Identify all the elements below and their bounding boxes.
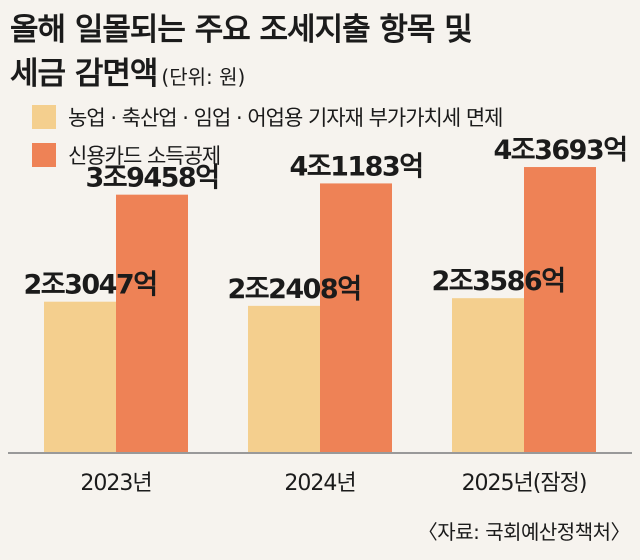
legend-label-series-2: 신용카드 소득공제: [68, 144, 221, 168]
x-tick-label-2: 2024년: [284, 471, 355, 496]
data-label-1-series-2: 3조9458억: [85, 163, 218, 194]
unit-label: (단위: 원): [161, 65, 246, 89]
legend-swatch-series-1: [32, 105, 56, 129]
legend-item-series-1: 농업 · 축산업 · 임업 · 어업용 기자재 부가가치세 면제: [32, 98, 504, 136]
data-label-3-series-2: 4조3693억: [493, 135, 626, 166]
bar-1-series-2: [116, 194, 188, 452]
bar-1-series-1: [44, 301, 116, 452]
bar-2-series-2: [320, 183, 392, 452]
legend-label-series-1: 농업 · 축산업 · 임업 · 어업용 기자재 부가가치세 면제: [68, 106, 504, 130]
data-label-2-series-1: 2조2408억: [227, 274, 360, 305]
source-note: 〈자료: 국회예산정책처〉: [417, 520, 631, 544]
data-label-1-series-1: 2조3047억: [23, 270, 156, 301]
title-line-2-text: 세금 감면액: [10, 56, 158, 92]
bar-2-series-1: [248, 305, 320, 452]
data-label-3-series-1: 2조3586억: [431, 266, 564, 297]
x-tick-label-1: 2023년: [80, 471, 151, 496]
chart-title: 올해 일몰되는 주요 조세지출 항목 및 세금 감면액 (단위: 원): [10, 8, 473, 99]
legend: 농업 · 축산업 · 임업 · 어업용 기자재 부가가치세 면제 신용카드 소득…: [32, 98, 504, 174]
title-line-1: 올해 일몰되는 주요 조세지출 항목 및: [10, 12, 473, 48]
legend-swatch-series-2: [32, 143, 56, 167]
bar-3-series-2: [524, 167, 596, 452]
x-tick-label-3: 2025년(잠정): [462, 471, 587, 496]
bar-3-series-1: [452, 298, 524, 452]
title-line-2: 세금 감면액 (단위: 원): [10, 52, 472, 99]
legend-item-series-2: 신용카드 소득공제: [32, 136, 503, 174]
data-label-2-series-2: 4조1183억: [289, 151, 422, 182]
